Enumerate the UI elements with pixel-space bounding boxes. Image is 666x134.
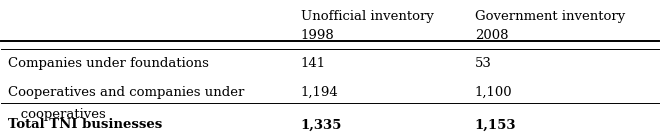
- Text: Companies under foundations: Companies under foundations: [8, 57, 209, 70]
- Text: 53: 53: [475, 57, 492, 70]
- Text: Unofficial inventory: Unofficial inventory: [300, 10, 434, 23]
- Text: 1998: 1998: [300, 29, 334, 42]
- Text: cooperatives: cooperatives: [8, 108, 106, 121]
- Text: 1,100: 1,100: [475, 86, 512, 99]
- Text: 1,194: 1,194: [300, 86, 338, 99]
- Text: 1,335: 1,335: [300, 118, 342, 131]
- Text: Cooperatives and companies under: Cooperatives and companies under: [8, 86, 244, 99]
- Text: 1,153: 1,153: [475, 118, 516, 131]
- Text: 2008: 2008: [475, 29, 508, 42]
- Text: 141: 141: [300, 57, 326, 70]
- Text: Government inventory: Government inventory: [475, 10, 625, 23]
- Text: Total TNI businesses: Total TNI businesses: [8, 118, 163, 131]
